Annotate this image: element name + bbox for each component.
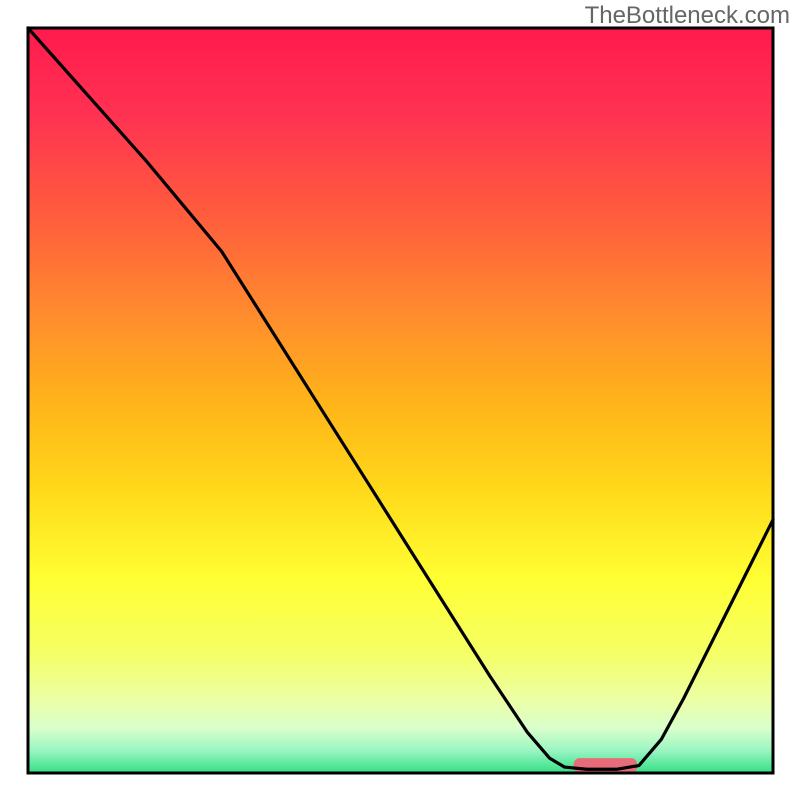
bottleneck-chart: TheBottleneck.com <box>0 0 800 800</box>
chart-svg <box>0 0 800 800</box>
watermark-text: TheBottleneck.com <box>585 2 790 30</box>
gradient-background <box>28 28 773 773</box>
